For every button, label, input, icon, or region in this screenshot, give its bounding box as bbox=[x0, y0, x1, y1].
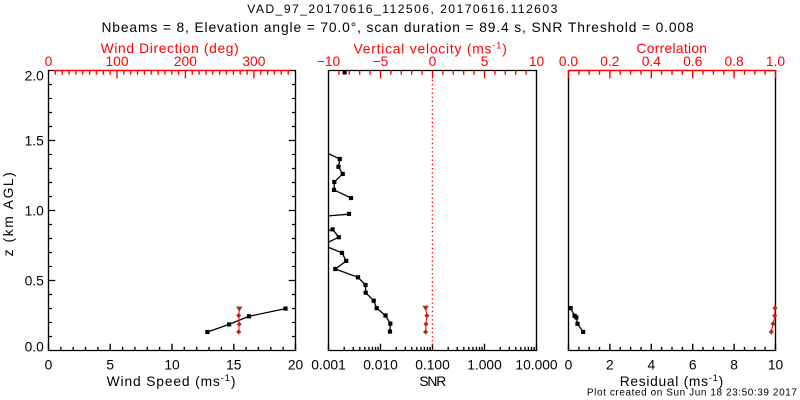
svg-text:10.000: 10.000 bbox=[515, 358, 558, 373]
svg-text:0: 0 bbox=[45, 54, 53, 69]
svg-text:0.2: 0.2 bbox=[600, 54, 619, 69]
svg-text:−5: −5 bbox=[373, 54, 389, 69]
svg-text:4: 4 bbox=[647, 358, 655, 373]
svg-text:Wind Direction (deg): Wind Direction (deg) bbox=[101, 41, 240, 56]
svg-text:8: 8 bbox=[730, 358, 738, 373]
svg-text:1.5: 1.5 bbox=[25, 134, 45, 149]
svg-text:20: 20 bbox=[288, 358, 304, 373]
svg-text:0.0: 0.0 bbox=[25, 340, 45, 355]
svg-text:0.5: 0.5 bbox=[25, 274, 45, 289]
svg-text:Vertical velocity (ms-1): Vertical velocity (ms-1) bbox=[354, 41, 508, 57]
svg-text:300: 300 bbox=[242, 54, 265, 69]
svg-text:Residual (ms-1): Residual (ms-1) bbox=[620, 373, 724, 389]
svg-text:0.100: 0.100 bbox=[415, 358, 450, 373]
svg-text:10: 10 bbox=[768, 358, 784, 373]
svg-text:15: 15 bbox=[226, 358, 242, 373]
svg-text:200: 200 bbox=[174, 54, 197, 69]
svg-text:0.4: 0.4 bbox=[642, 54, 662, 69]
svg-text:Correlation: Correlation bbox=[637, 41, 708, 56]
svg-text:1.0: 1.0 bbox=[25, 204, 45, 219]
svg-text:5: 5 bbox=[106, 358, 114, 373]
svg-text:2.0: 2.0 bbox=[25, 69, 45, 84]
svg-text:1.0: 1.0 bbox=[766, 54, 786, 69]
svg-text:100: 100 bbox=[105, 54, 128, 69]
svg-text:2: 2 bbox=[606, 358, 614, 373]
svg-text:Plot created on Sun Jun 18 23:: Plot created on Sun Jun 18 23:50:39 2017 bbox=[587, 387, 798, 398]
svg-text:0: 0 bbox=[45, 358, 53, 373]
svg-text:SNR: SNR bbox=[419, 374, 446, 389]
svg-text:0.001: 0.001 bbox=[311, 358, 346, 373]
svg-text:6: 6 bbox=[689, 358, 697, 373]
svg-text:0.0: 0.0 bbox=[559, 54, 579, 69]
svg-text:Wind Speed (ms-1): Wind Speed (ms-1) bbox=[107, 373, 237, 389]
svg-text:1.000: 1.000 bbox=[467, 358, 502, 373]
svg-text:VAD_97_20170616_112506, 201706: VAD_97_20170616_112506, 20170616.112603 bbox=[247, 2, 559, 16]
svg-text:10: 10 bbox=[164, 358, 180, 373]
svg-text:0: 0 bbox=[429, 54, 437, 69]
svg-text:0.010: 0.010 bbox=[363, 358, 398, 373]
svg-text:10: 10 bbox=[529, 54, 545, 69]
svg-text:0.6: 0.6 bbox=[683, 54, 703, 69]
svg-text:Nbeams = 8, Elevation angle =: Nbeams = 8, Elevation angle = 70.0°, sca… bbox=[101, 20, 694, 35]
svg-text:0: 0 bbox=[565, 358, 573, 373]
svg-text:0.8: 0.8 bbox=[725, 54, 745, 69]
svg-text:z (km AGL): z (km AGL) bbox=[1, 171, 16, 257]
svg-text:−10: −10 bbox=[317, 54, 341, 69]
svg-text:5: 5 bbox=[481, 54, 489, 69]
